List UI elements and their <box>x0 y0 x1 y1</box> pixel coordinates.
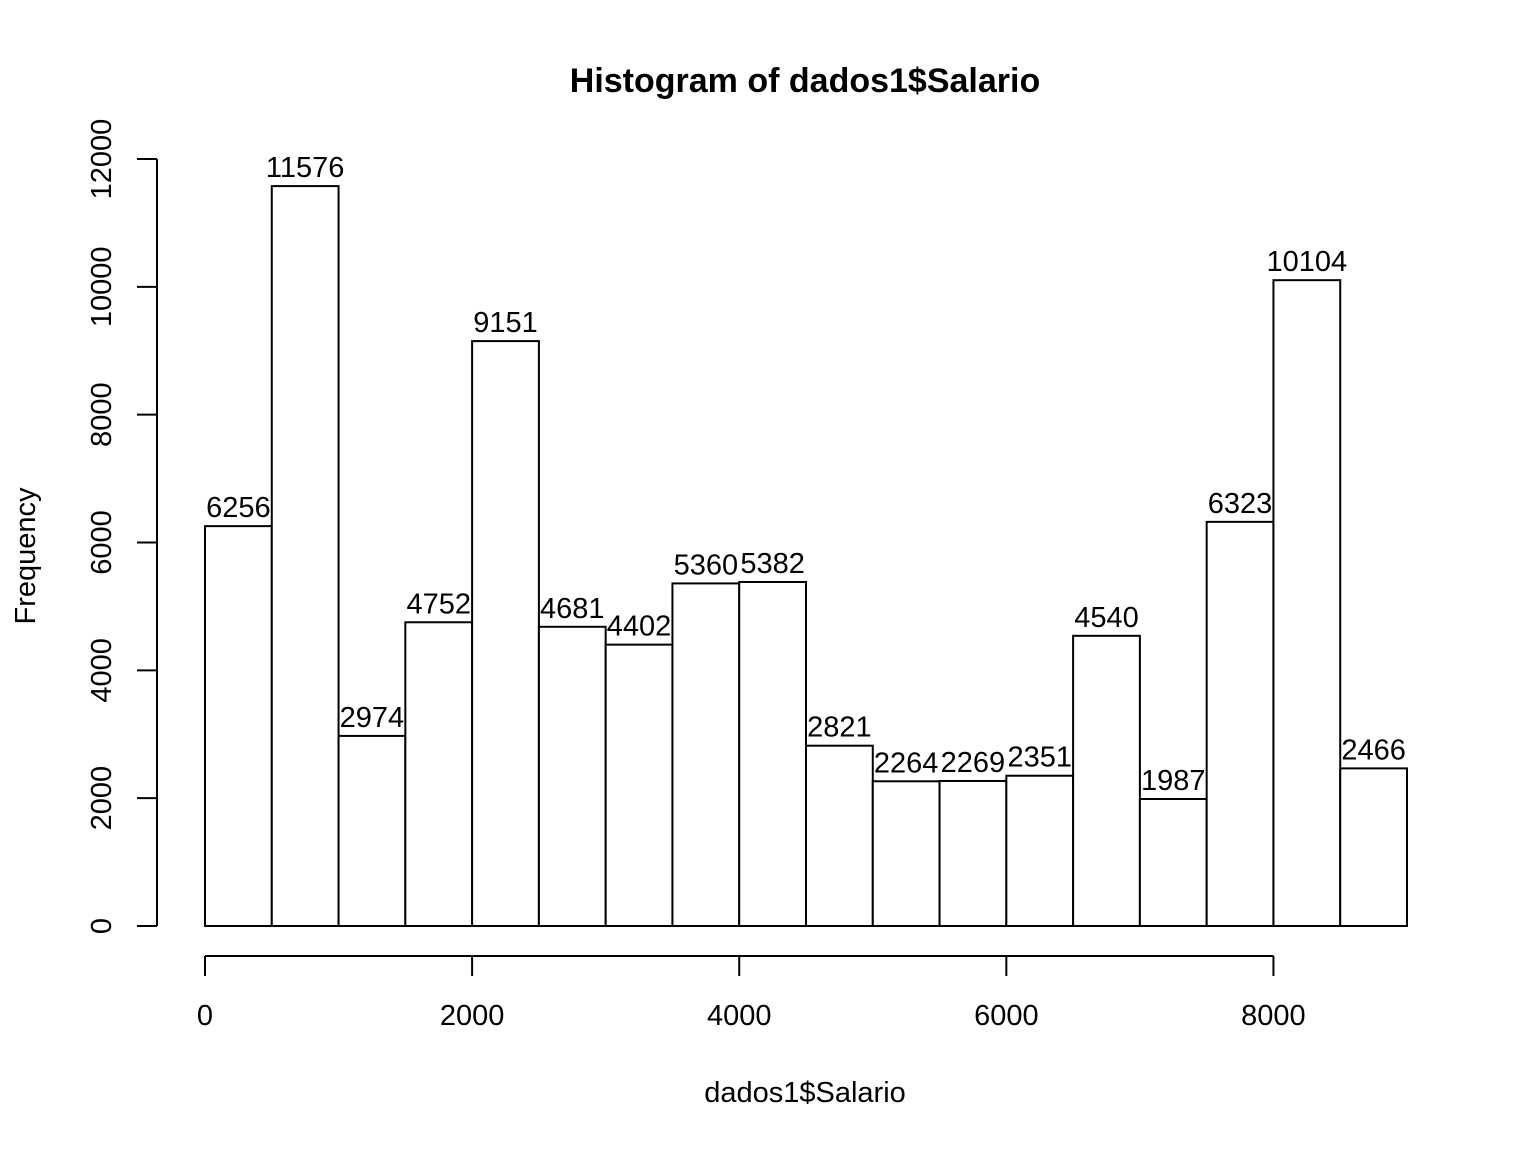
histogram-bar-3 <box>404 621 474 927</box>
bar-value-label-5: 4681 <box>540 593 605 625</box>
y-tick-label-6: 12000 <box>86 119 118 200</box>
bar-value-label-16: 10104 <box>1267 246 1348 278</box>
y-tick-label-2: 4000 <box>86 638 118 703</box>
y-axis-label: Frequency <box>10 487 42 625</box>
histogram-bar-17 <box>1339 767 1408 927</box>
x-tick-label-2: 4000 <box>707 1000 772 1032</box>
histogram-bar-2 <box>337 734 407 927</box>
bar-value-label-8: 5382 <box>740 548 805 580</box>
x-axis: 0 2000 4000 6000 8000 <box>197 955 1306 1032</box>
x-tick-label-3: 6000 <box>974 1000 1039 1032</box>
bar-value-label-7: 5360 <box>674 549 739 581</box>
bar-value-label-4: 9151 <box>473 307 538 339</box>
histogram-bar-6 <box>604 643 674 928</box>
bar-value-label-14: 1987 <box>1141 765 1206 797</box>
histogram-bar-8 <box>738 581 808 927</box>
histogram-bar-15 <box>1205 520 1275 927</box>
y-tick-label-5: 10000 <box>86 247 118 328</box>
y-tick-label-1: 2000 <box>86 766 118 831</box>
y-tick-label-3: 6000 <box>86 510 118 575</box>
y-tick-label-4: 8000 <box>86 382 118 447</box>
histogram-bar-5 <box>537 625 607 927</box>
bars-group <box>204 185 1408 928</box>
chart-title: Histogram of dados1$Salario <box>570 62 1040 100</box>
x-axis-label: dados1$Salario <box>704 1077 906 1109</box>
y-axis: 0 2000 4000 6000 8000 10000 12000 <box>86 119 158 934</box>
histogram-bar-0 <box>204 525 273 927</box>
bar-value-label-9: 2821 <box>807 712 872 744</box>
bar-value-label-2: 2974 <box>340 702 405 734</box>
bar-value-label-1: 11576 <box>266 152 345 184</box>
histogram-bar-11 <box>938 779 1008 927</box>
histogram-bar-9 <box>805 744 874 928</box>
bar-value-label-12: 2351 <box>1007 742 1072 774</box>
bar-value-label-15: 6323 <box>1208 488 1273 520</box>
histogram-bar-4 <box>471 340 540 927</box>
histogram-bar-10 <box>871 780 941 927</box>
histogram-bar-13 <box>1072 634 1141 928</box>
histogram-bar-12 <box>1005 774 1075 928</box>
bar-value-label-11: 2269 <box>941 747 1006 779</box>
histogram-bar-16 <box>1272 279 1342 928</box>
histogram-bar-7 <box>671 582 741 927</box>
y-tick-label-0: 0 <box>86 918 118 934</box>
histogram-bar-1 <box>270 185 340 928</box>
bar-value-label-0: 6256 <box>206 492 271 524</box>
bar-value-label-10: 2264 <box>874 747 939 779</box>
histogram-bar-14 <box>1138 797 1208 927</box>
bar-value-label-6: 4402 <box>607 611 672 643</box>
x-tick-label-1: 2000 <box>440 1000 505 1032</box>
bar-value-label-13: 4540 <box>1074 602 1139 634</box>
bar-value-label-17: 2466 <box>1341 734 1406 766</box>
x-tick-label-0: 0 <box>197 1000 213 1032</box>
bar-value-label-3: 4752 <box>406 588 471 620</box>
x-tick-label-4: 8000 <box>1241 1000 1306 1032</box>
